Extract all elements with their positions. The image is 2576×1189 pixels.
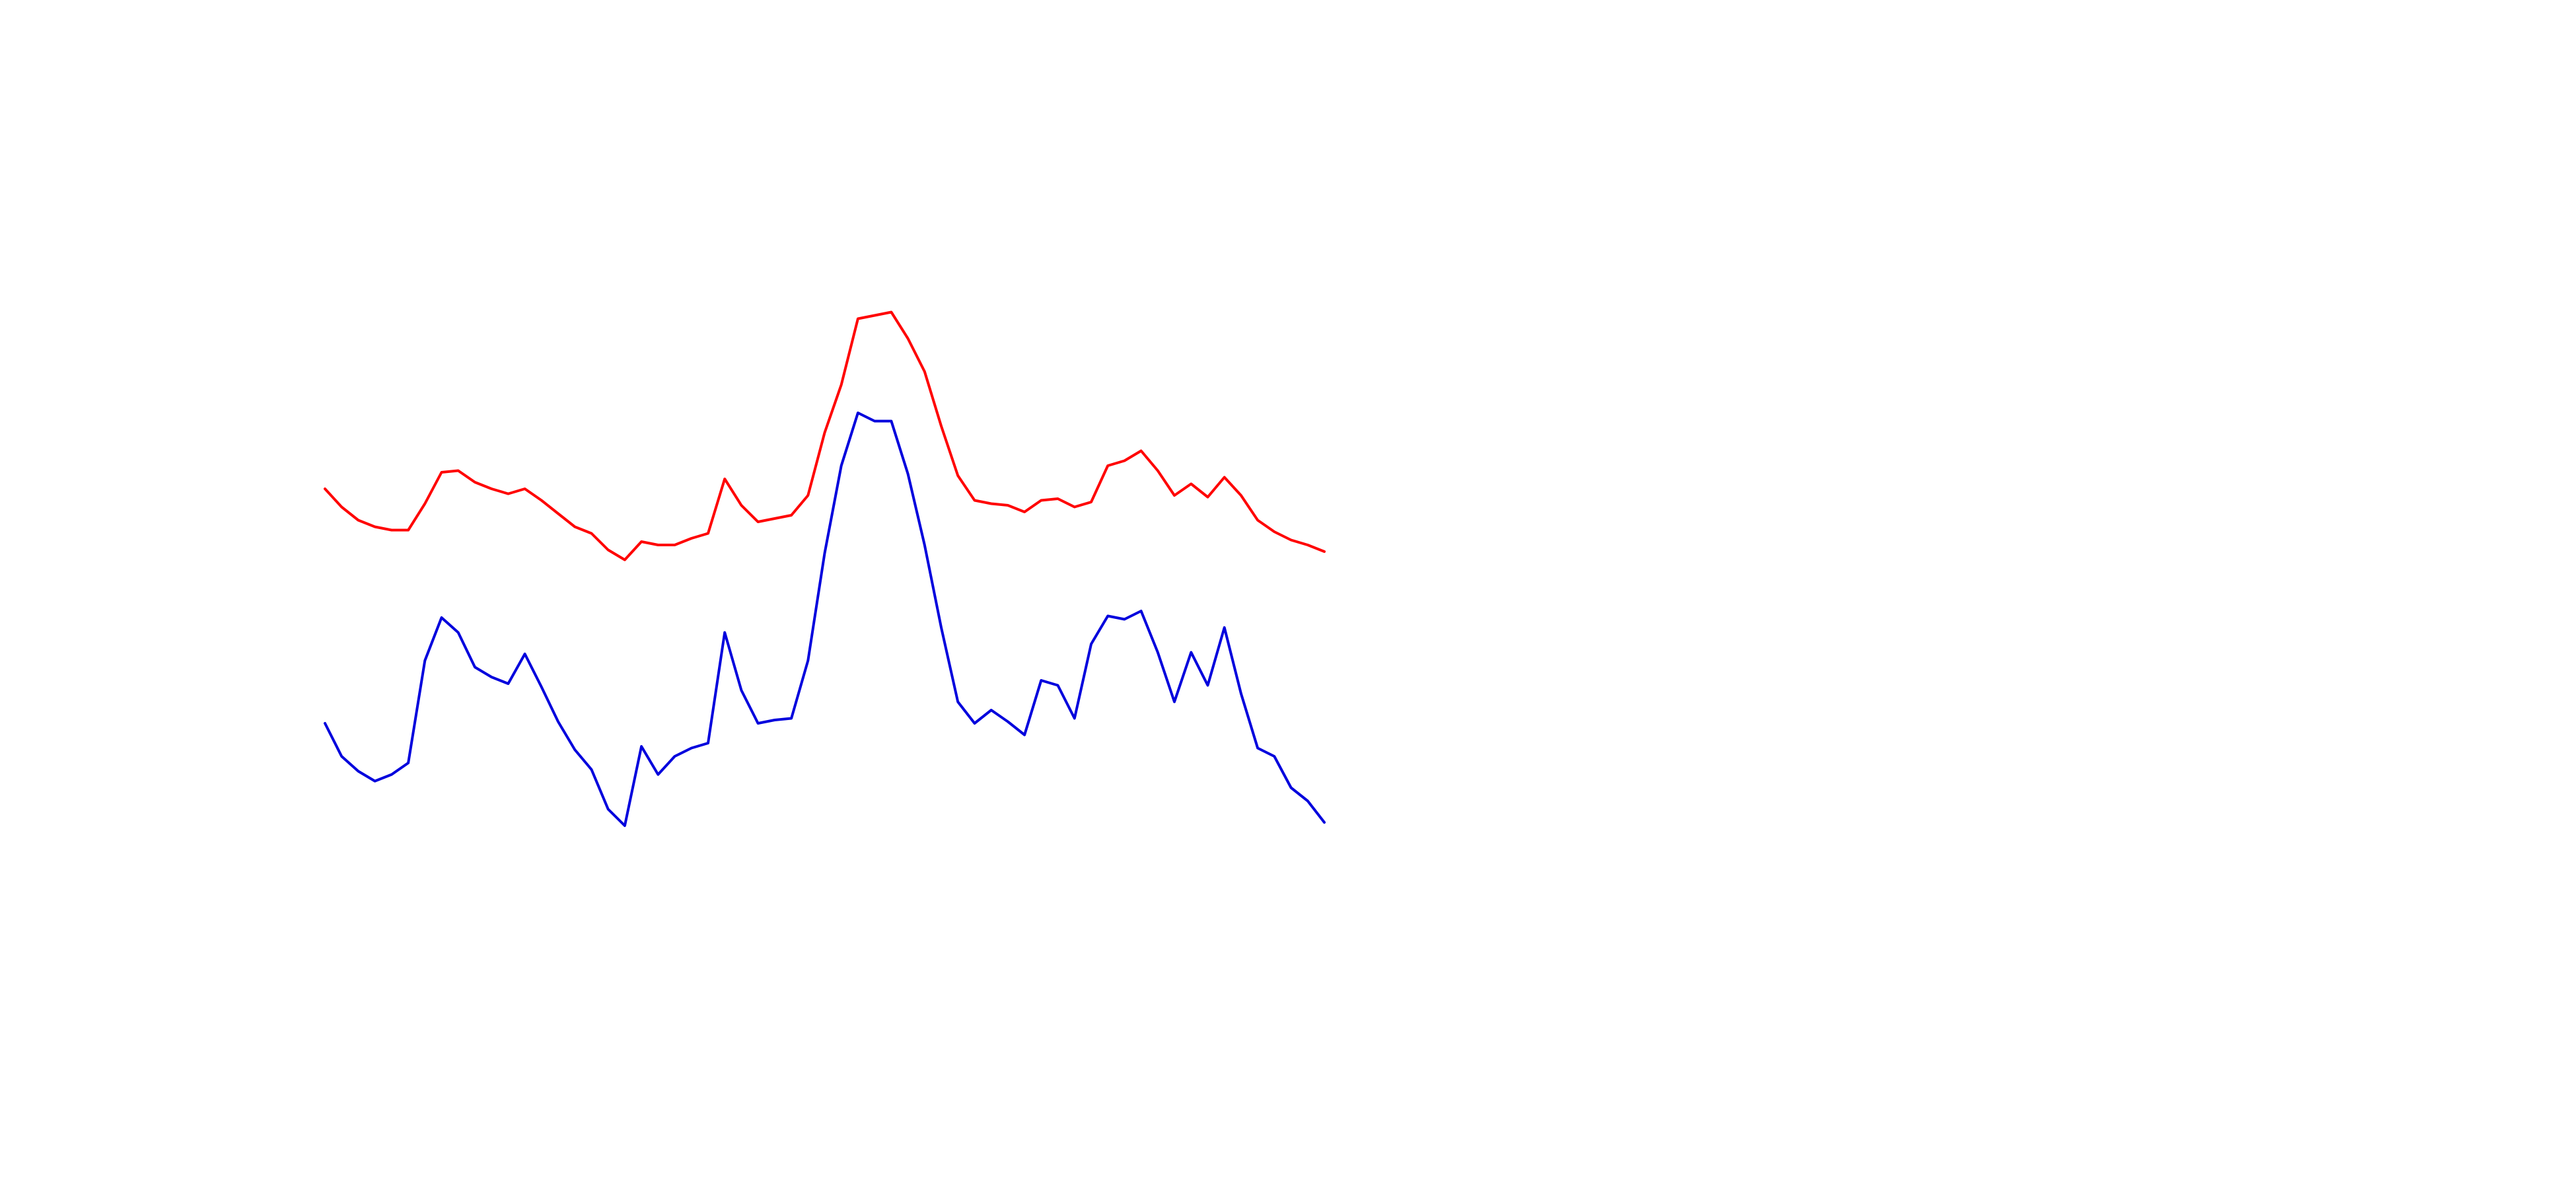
line-series (324, 310, 1326, 561)
line-series (324, 412, 1326, 827)
